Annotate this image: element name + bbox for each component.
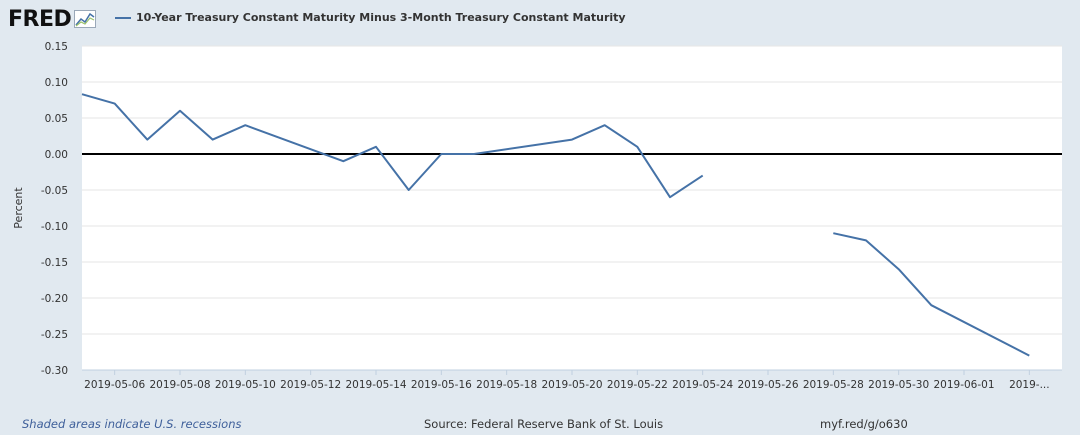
- y-tick-label: 0.05: [45, 113, 68, 125]
- x-tick-label: 2019-05-20: [541, 379, 602, 391]
- x-tick-label: 2019-05-12: [280, 379, 341, 391]
- x-tick-label: 2019-05-08: [149, 379, 210, 391]
- y-axis: 0.15 0.10 0.05 0.00 -0.05 -0.10 -0.15 -0.20 -0.2…: [41, 41, 68, 377]
- series-line-segment[interactable]: [81, 93, 704, 199]
- y-tick-label: -0.15: [41, 257, 68, 269]
- x-tick-label: 2019-06-01: [933, 379, 994, 391]
- chart-legend[interactable]: 10-Year Treasury Constant Maturity Minus…: [115, 11, 626, 24]
- chart-header: FRED 10-Year Treasury Constant Maturity …: [0, 0, 1080, 38]
- plot-area: [82, 46, 1062, 370]
- x-axis: 2019-05-06 2019-05-08 2019-05-10 2019-05-12…: [82, 369, 1062, 391]
- x-tick-label: 2019-05-28: [803, 379, 864, 391]
- y-tick-label: -0.25: [41, 329, 68, 341]
- x-tick-label: 2019-05-22: [607, 379, 668, 391]
- y-tick-label: 0.15: [45, 41, 68, 53]
- y-tick-label: -0.30: [41, 365, 68, 377]
- series-line-segment[interactable]: [833, 232, 1030, 357]
- x-tick-label: 2019-05-26: [737, 379, 798, 391]
- x-tick-label: 2019-05-16: [411, 379, 472, 391]
- y-tick-label: -0.05: [41, 185, 68, 197]
- y-tick-label: -0.20: [41, 293, 68, 305]
- x-tick-label: 2019-05-06: [84, 379, 145, 391]
- short-url[interactable]: myf.red/g/o630: [820, 417, 908, 431]
- y-axis-label: Percent: [12, 187, 25, 229]
- legend-swatch: [115, 16, 131, 19]
- fred-logo[interactable]: FRED: [8, 6, 97, 32]
- fred-logo-text: FRED: [8, 6, 72, 32]
- x-tick-label: 2019-05-30: [868, 379, 929, 391]
- source-note: Source: Federal Reserve Bank of St. Loui…: [424, 417, 664, 431]
- y-tick-label: 0.00: [45, 149, 68, 161]
- x-tick-label: 2019-05-14: [345, 379, 406, 391]
- y-tick-label: 0.10: [45, 77, 68, 89]
- legend-label: 10-Year Treasury Constant Maturity Minus…: [136, 11, 626, 24]
- fred-logo-graph-icon: [74, 10, 97, 28]
- recession-note-link[interactable]: Shaded areas indicate U.S. recessions: [22, 417, 242, 431]
- x-tick-label: 2019-05-10: [215, 379, 276, 391]
- x-tick-label: 2019-...: [1009, 379, 1050, 391]
- x-tick-label: 2019-05-24: [672, 379, 733, 391]
- y-tick-label: -0.10: [41, 221, 68, 233]
- line-chart: 0.15 0.10 0.05 0.00 -0.05 -0.10 -0.15 -0.20 -0.2…: [12, 41, 1062, 391]
- series-lines: [81, 93, 1030, 357]
- x-tick-label: 2019-05-18: [476, 379, 537, 391]
